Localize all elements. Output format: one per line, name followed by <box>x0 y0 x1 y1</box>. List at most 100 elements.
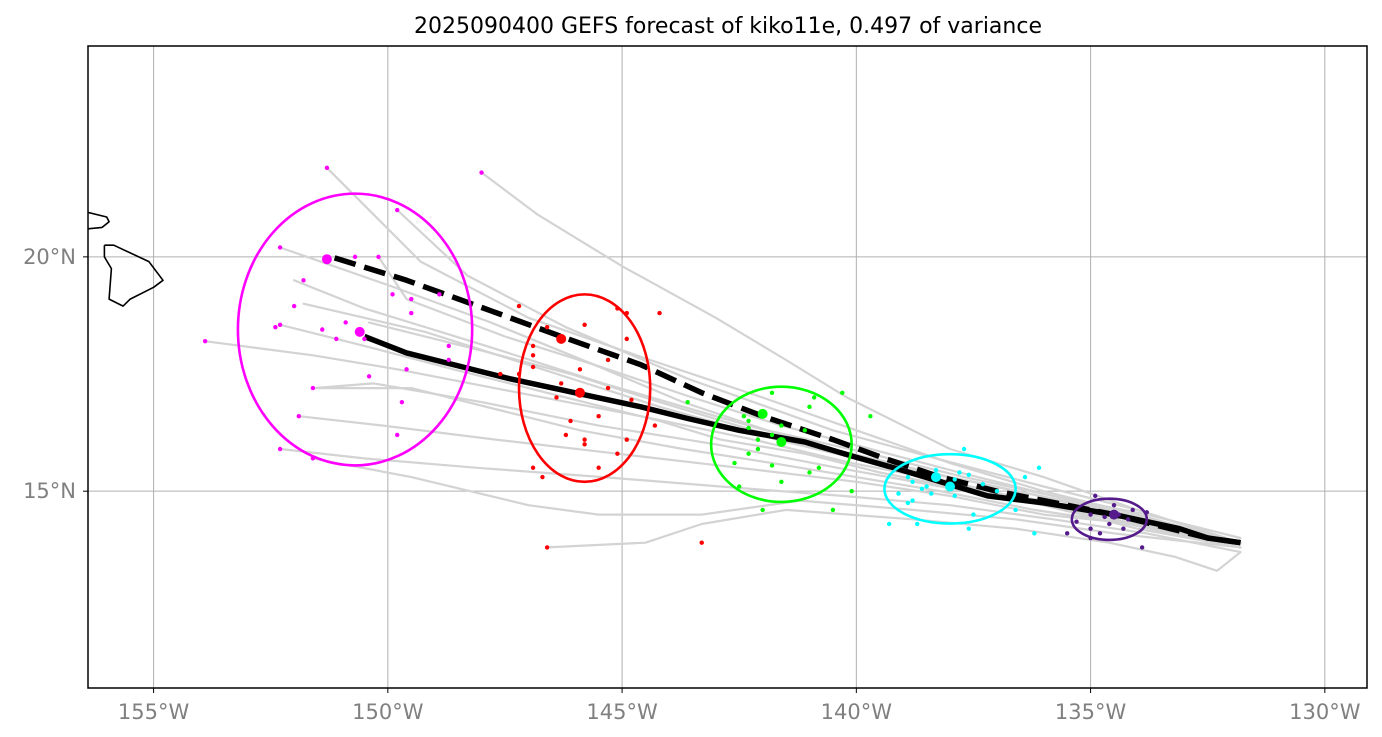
member-position-dot <box>915 521 920 527</box>
member-position-dot <box>563 432 569 438</box>
member-position-dot <box>1032 531 1037 536</box>
member-position-dot <box>896 491 901 496</box>
member-position-dot <box>437 292 442 297</box>
member-position-dot <box>516 371 522 377</box>
member-position-dot <box>399 399 405 405</box>
member-position-dot <box>558 381 564 386</box>
member-position-dot <box>273 324 278 330</box>
member-position-dot <box>516 303 522 309</box>
member-position-dot <box>769 463 775 468</box>
member-position-dot <box>732 460 737 466</box>
y-tick-label: 15°N <box>23 479 76 503</box>
member-position-dot <box>746 425 751 431</box>
coastline-island <box>88 211 110 230</box>
member-position-dot <box>334 336 339 342</box>
member-position-dot <box>966 526 971 531</box>
member-position-dot <box>554 395 559 400</box>
mean-position-dot <box>321 254 332 265</box>
member-position-dot <box>629 397 634 403</box>
member-position-dot <box>324 165 330 171</box>
member-track <box>311 382 1242 549</box>
x-tick-label: 155°W <box>118 700 190 724</box>
member-position-dot <box>769 390 775 395</box>
member-position-dot <box>779 423 784 428</box>
member-position-dot <box>530 353 536 358</box>
member-position-dot <box>910 498 915 503</box>
member-position-dot <box>905 500 911 506</box>
member-position-dot <box>933 467 939 473</box>
x-tick-label: 150°W <box>352 700 424 724</box>
member-position-dot <box>802 428 808 433</box>
member-position-dot <box>685 399 690 405</box>
member-position-dot <box>582 437 587 442</box>
member-position-dot <box>779 479 784 485</box>
member-position-dot <box>202 339 208 344</box>
member-position-dot <box>952 493 957 499</box>
member-position-dot <box>769 432 775 438</box>
member-position-dot <box>994 488 1000 494</box>
uncertainty-ellipse <box>236 192 474 467</box>
member-position-dot <box>409 296 414 302</box>
member-position-dot <box>1064 531 1070 536</box>
member-position-dot <box>395 207 400 213</box>
member-position-dot <box>1088 535 1093 541</box>
member-position-dot <box>376 254 381 260</box>
member-position-dot <box>362 336 367 342</box>
member-position-dot <box>1111 503 1117 508</box>
member-position-dot <box>310 456 316 461</box>
member-position-dot <box>615 306 620 311</box>
member-position-dot <box>886 521 892 527</box>
member-position-dot <box>755 446 761 452</box>
member-position-dot <box>624 437 629 442</box>
x-tick-label: 145°W <box>586 700 658 724</box>
mean-position-dot <box>556 333 567 344</box>
member-position-dot <box>957 470 962 475</box>
member-position-dot <box>615 451 620 456</box>
coastline-island <box>103 244 164 307</box>
member-position-dot <box>296 414 302 419</box>
member-position-dot <box>961 446 967 452</box>
member-position-dot <box>544 324 550 330</box>
uncertainty-ellipse <box>517 293 652 484</box>
member-position-dot <box>277 322 283 328</box>
mean-position-dot <box>776 436 787 447</box>
uncertainty-ellipses <box>236 192 1149 542</box>
member-position-dot <box>582 322 587 328</box>
member-position-dot <box>479 170 484 175</box>
x-tick-label: 135°W <box>1055 700 1127 724</box>
member-track <box>279 447 1242 554</box>
member-position-dot <box>277 245 283 250</box>
member-position-dot <box>1107 521 1112 527</box>
member-position-dot <box>1121 526 1126 531</box>
member-position-dot <box>624 310 629 316</box>
member-position-dot <box>755 437 761 442</box>
member-track <box>311 387 1242 549</box>
member-position-dot <box>1102 514 1107 520</box>
member-position-dot <box>840 390 845 395</box>
member-track <box>297 415 1242 549</box>
member-position-dot <box>291 303 297 309</box>
member-position-dot <box>1022 474 1028 480</box>
member-position-dot <box>352 254 358 260</box>
member-position-dot <box>807 470 812 475</box>
axis-ticks: 155°W 150°W 145°W 140°W 135°W 130°W 20°N 15°N <box>23 245 1361 724</box>
map-title: 2025090400 GEFS forecast of kiko11e, 0.4… <box>414 14 1042 39</box>
member-position-dot <box>1088 512 1093 517</box>
member-position-dot <box>746 418 751 424</box>
member-position-dot <box>699 540 704 545</box>
member-position-dot <box>277 446 283 452</box>
member-position-dot <box>596 465 601 470</box>
member-position-dot <box>980 481 986 487</box>
member-position-dot <box>446 357 451 363</box>
member-position-dot <box>830 507 836 513</box>
member-position-dot <box>343 320 348 325</box>
member-position-dot <box>568 418 573 424</box>
member-position-dot <box>1130 507 1135 513</box>
member-position-dot <box>929 491 934 496</box>
member-position-dot <box>760 507 765 513</box>
member-position-dot <box>971 512 976 517</box>
mean-position-dot <box>757 408 768 419</box>
y-tick-label: 20°N <box>23 245 76 269</box>
uncertainty-ellipse <box>883 452 1017 525</box>
